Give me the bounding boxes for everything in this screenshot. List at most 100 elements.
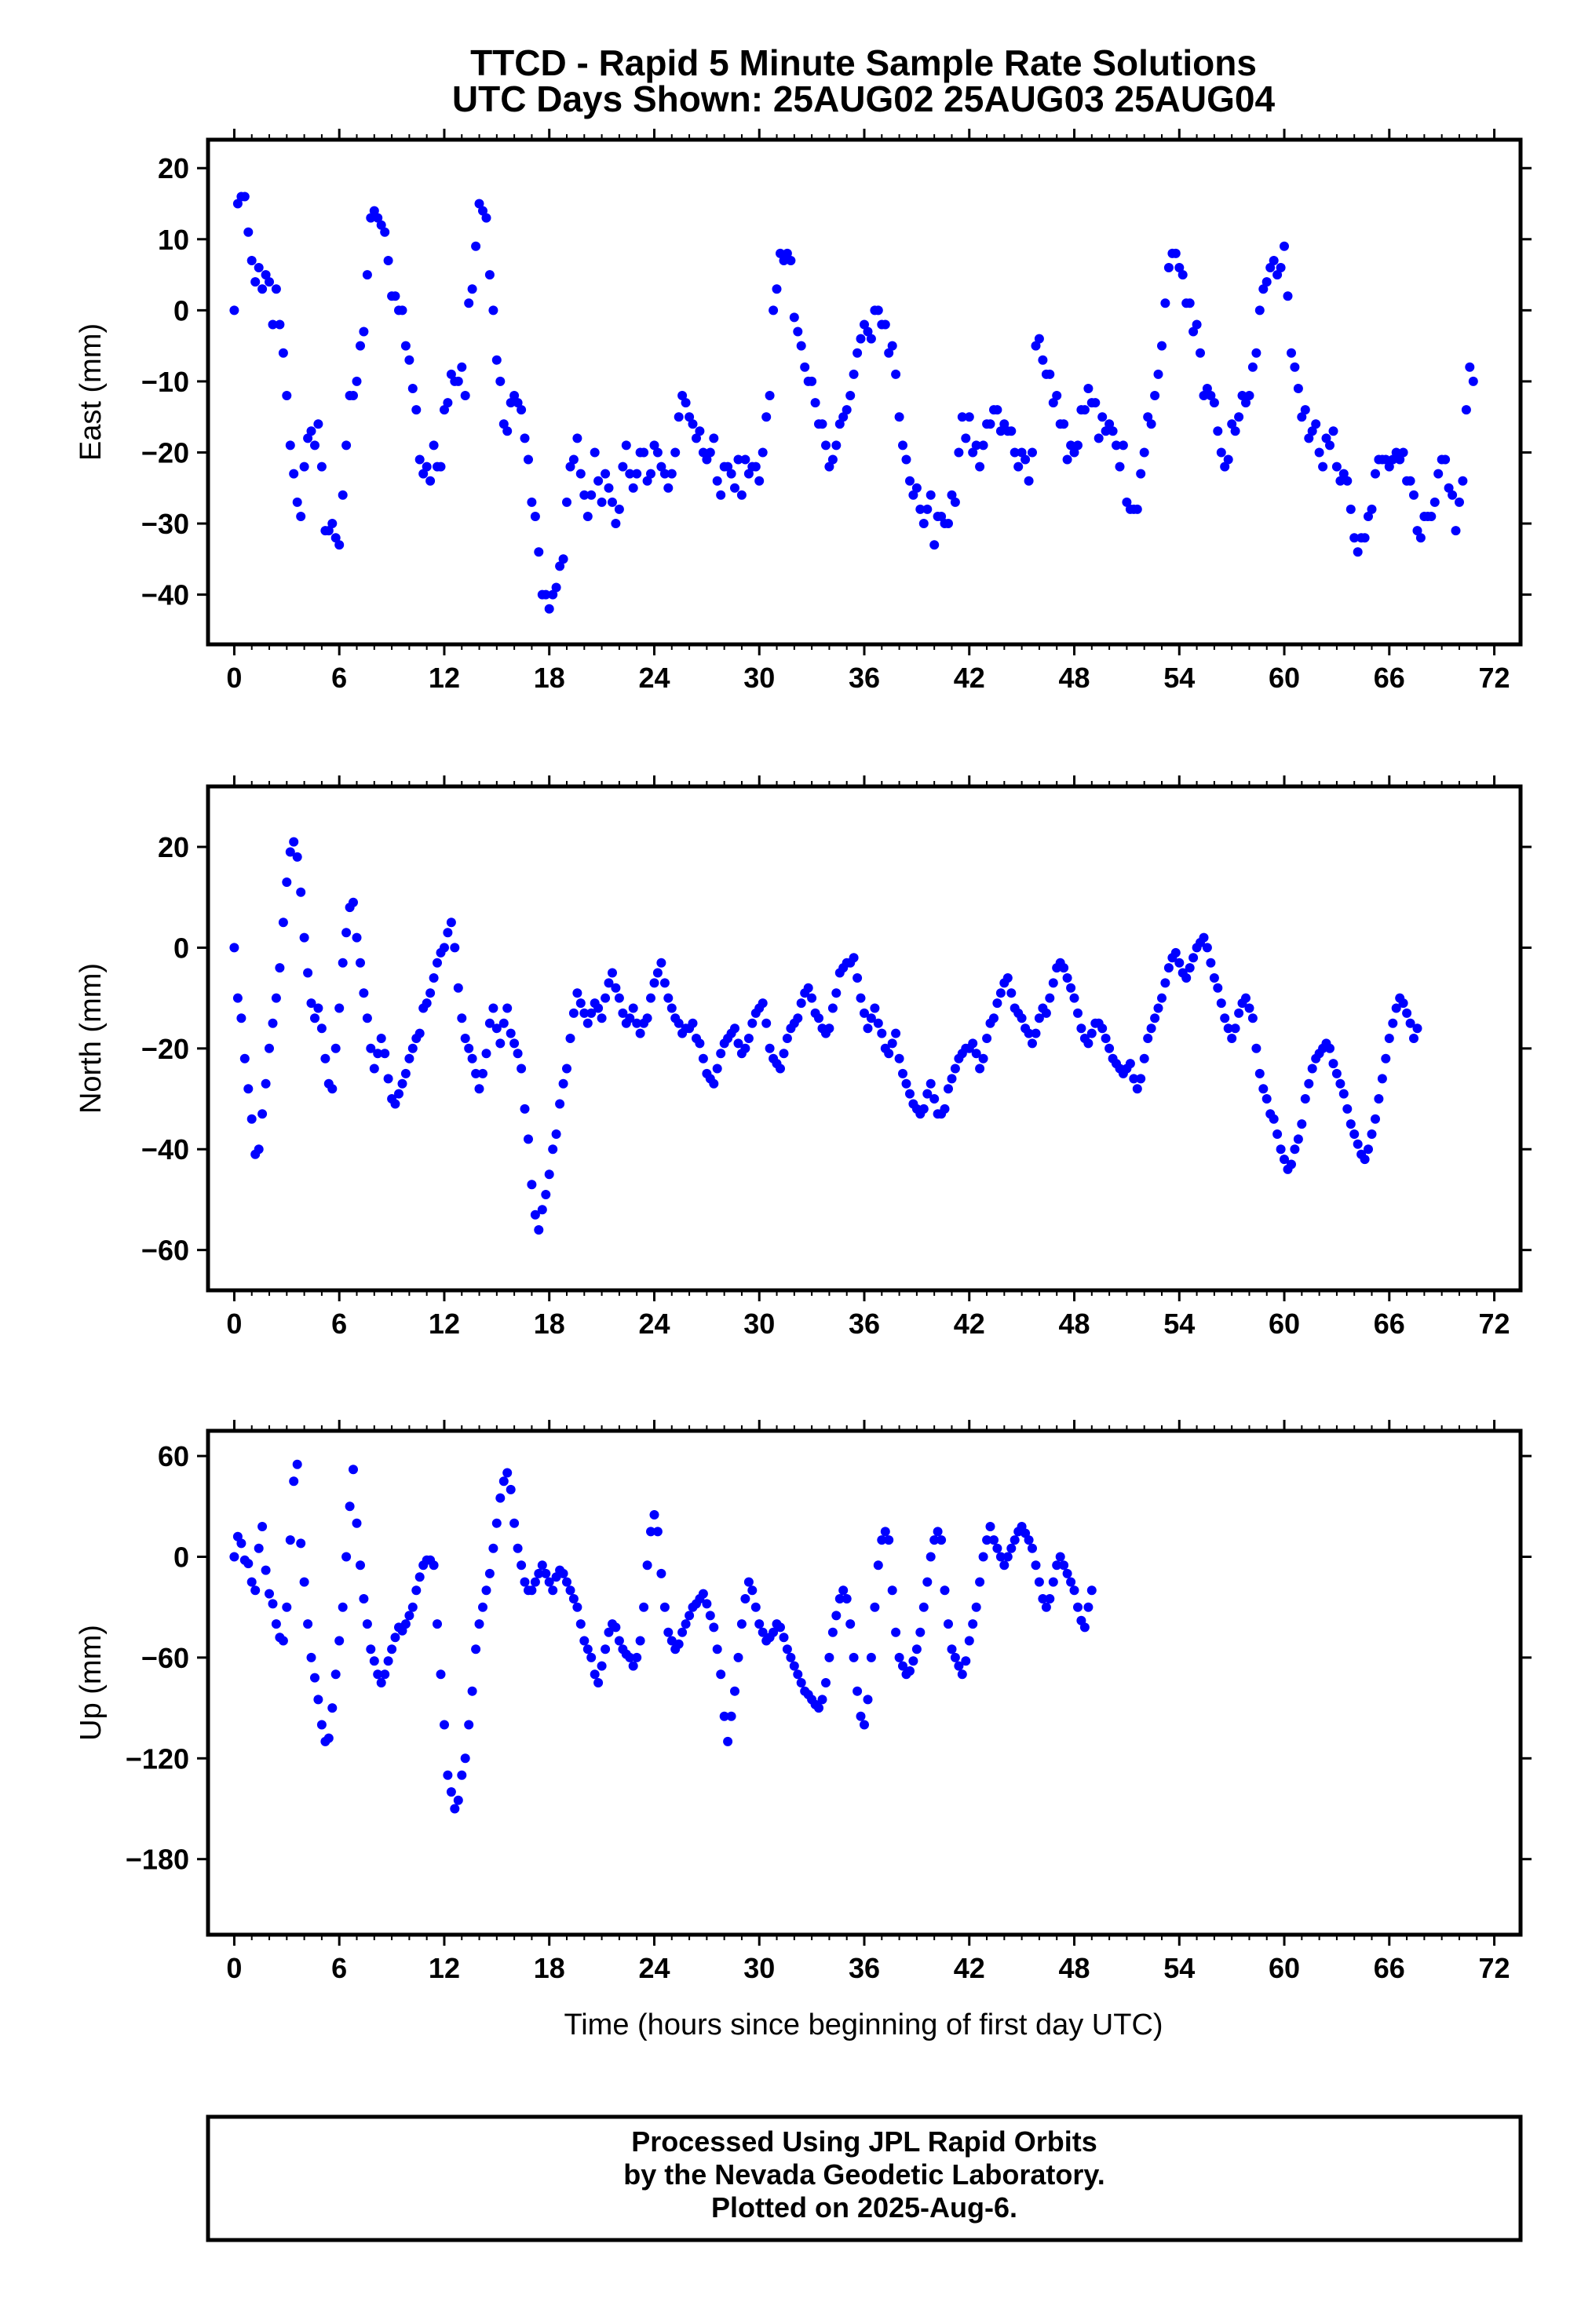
east-data-point <box>460 391 470 400</box>
north-data-point <box>1342 1104 1353 1114</box>
north-data-point <box>1335 1078 1345 1089</box>
east-data-point <box>548 589 558 600</box>
up-data-point <box>278 1636 288 1646</box>
north-data-point <box>873 1018 883 1028</box>
north-data-point <box>520 1104 530 1114</box>
east-points <box>229 192 1478 614</box>
north-data-point <box>666 1003 677 1013</box>
north-data-point <box>947 1074 957 1084</box>
up-data-point <box>649 1510 659 1520</box>
up-data-point <box>719 1711 729 1721</box>
up-y-tick-label: 0 <box>173 1541 189 1574</box>
east-data-point <box>1318 462 1328 472</box>
east-data-point <box>376 220 386 230</box>
north-data-point <box>537 1205 547 1215</box>
east-y-tick-label: 0 <box>173 294 189 327</box>
east-data-point <box>356 341 365 351</box>
east-data-point <box>978 440 988 451</box>
east-data-point <box>1381 454 1391 465</box>
east-data-point <box>937 512 947 521</box>
east-data-point <box>250 277 261 287</box>
up-data-point <box>908 1656 918 1666</box>
up-data-point <box>1062 1568 1072 1578</box>
east-data-point <box>608 497 617 507</box>
east-data-point <box>243 227 254 237</box>
east-data-point <box>1280 241 1289 251</box>
east-data-point <box>796 341 806 351</box>
east-data-point <box>565 462 575 472</box>
up-data-point <box>877 1535 887 1545</box>
up-data-point <box>327 1703 338 1713</box>
east-data-point <box>849 369 859 379</box>
north-data-point <box>776 1063 785 1074</box>
north-data-point <box>484 1018 495 1028</box>
north-data-point <box>1097 1023 1108 1034</box>
north-data-point <box>306 998 316 1009</box>
north-data-point <box>716 1049 726 1059</box>
east-data-point <box>779 256 789 265</box>
up-data-point <box>982 1535 992 1545</box>
footer-line-1: Processed Using JPL Rapid Orbits <box>631 2125 1097 2158</box>
north-data-point <box>320 1053 330 1063</box>
north-data-point <box>1409 1034 1418 1043</box>
east-data-point <box>453 376 463 386</box>
north-data-point <box>950 1063 960 1074</box>
east-data-point <box>1448 490 1458 500</box>
up-data-point <box>341 1552 352 1562</box>
north-data-point <box>261 1078 271 1089</box>
up-data-point <box>611 1622 621 1633</box>
up-x-tick-label: 42 <box>954 1952 985 1984</box>
up-data-point <box>860 1720 869 1730</box>
east-data-point <box>666 469 677 479</box>
east-data-point <box>1059 419 1069 429</box>
east-data-point <box>1409 490 1418 500</box>
north-data-point <box>524 1134 533 1144</box>
up-data-point <box>250 1585 261 1596</box>
up-data-point <box>387 1644 397 1655</box>
east-data-point <box>1367 504 1377 514</box>
east-data-point <box>1038 355 1048 365</box>
north-data-point <box>989 1013 999 1023</box>
east-data-point <box>1429 497 1440 507</box>
east-data-point <box>1136 469 1146 479</box>
up-data-point <box>992 1543 1002 1553</box>
north-data-point <box>425 988 436 998</box>
east-data-point <box>1314 447 1324 458</box>
east-data-point <box>418 469 429 479</box>
up-x-tick-label: 66 <box>1374 1952 1405 1984</box>
up-data-point <box>1059 1560 1069 1571</box>
up-data-point <box>484 1568 495 1578</box>
east-x-tick-label: 72 <box>1479 662 1510 694</box>
up-data-point <box>944 1619 953 1629</box>
north-data-point <box>695 1038 705 1049</box>
east-data-point <box>1045 369 1055 379</box>
east-data-point <box>471 241 481 251</box>
east-data-point <box>282 391 292 400</box>
north-data-point <box>362 1013 372 1023</box>
east-data-point <box>341 440 352 451</box>
north-data-point <box>1163 963 1174 973</box>
up-data-point <box>404 1611 414 1621</box>
east-data-point <box>1321 433 1331 443</box>
up-data-point <box>513 1543 523 1553</box>
east-data-point <box>1069 447 1079 458</box>
east-data-point <box>961 433 971 443</box>
east-data-point <box>1342 476 1353 486</box>
north-data-point <box>803 983 813 993</box>
north-data-point <box>246 1114 257 1124</box>
east-x-tick-label: 24 <box>638 662 670 694</box>
up-data-point <box>769 1627 779 1637</box>
up-data-point <box>265 1589 274 1599</box>
east-data-point <box>922 504 933 514</box>
east-data-point <box>313 419 323 429</box>
north-data-point <box>978 1053 988 1063</box>
north-y-tick-label: −20 <box>141 1033 189 1065</box>
up-data-point <box>282 1602 292 1612</box>
up-data-point <box>954 1661 964 1671</box>
east-data-point <box>246 256 257 265</box>
up-y-tick-label: −180 <box>126 1844 189 1876</box>
north-data-point <box>663 993 674 1003</box>
north-data-point <box>296 887 306 897</box>
north-data-point <box>453 983 463 993</box>
north-data-point <box>440 943 449 953</box>
